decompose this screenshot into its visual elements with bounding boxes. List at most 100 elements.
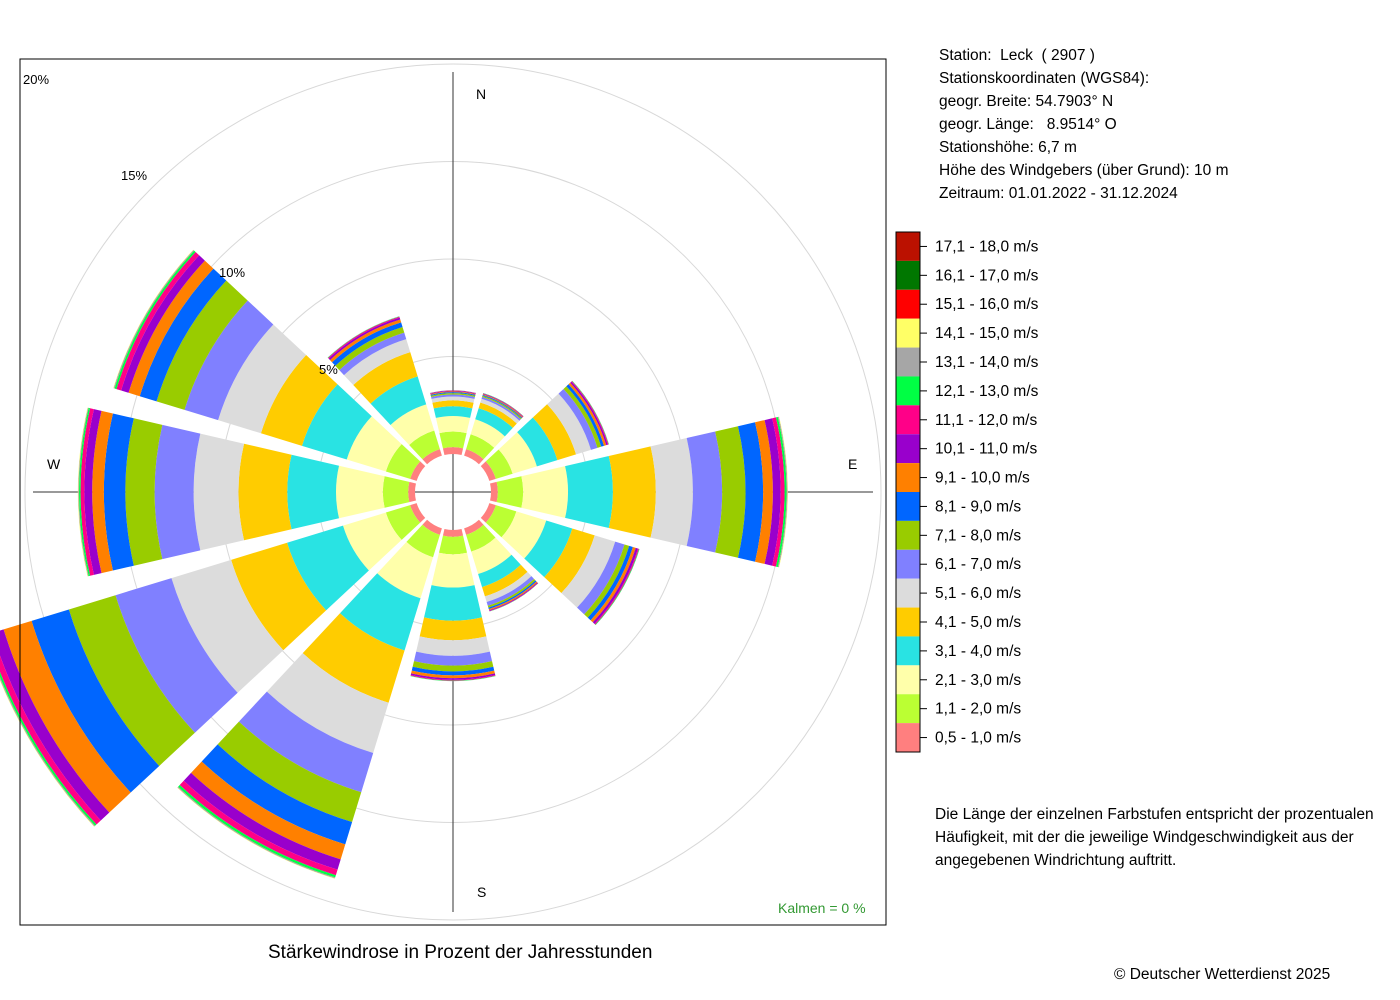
sector-0-class-2	[435, 415, 471, 434]
sector-210-class-0	[422, 519, 442, 535]
sector-270-class-8	[103, 413, 134, 571]
sector-180-class-12	[410, 675, 496, 681]
sector-300-class-11	[116, 251, 200, 391]
sector-210-class-1	[406, 524, 440, 558]
legend-label-6: 6,1 - 7,0 m/s	[935, 556, 1021, 573]
copyright: © Deutscher Wetterdienst 2025	[1114, 966, 1331, 983]
sector-240-class-2	[343, 512, 402, 571]
legend-label-12: 12,1 - 13,0 m/s	[935, 383, 1039, 400]
sector-270-class-11	[80, 408, 94, 576]
sensor-height: Höhe des Windgebers (über Grund): 10 m	[939, 162, 1229, 179]
sector-90-class-1	[496, 476, 524, 508]
legend-swatch-3	[896, 636, 920, 666]
sector-120-class-6	[577, 541, 625, 615]
sector-0-class-11	[430, 390, 476, 394]
sector-240-class-5	[171, 559, 284, 693]
sector-270-class-2	[336, 465, 385, 519]
legend-swatch-7	[896, 520, 920, 550]
sector-30-class-7	[482, 395, 522, 420]
sector-270-class-13	[78, 407, 89, 577]
sector-120-class-0	[480, 503, 496, 523]
sector-300-class-2	[346, 416, 402, 472]
legend-label-15: 15,1 - 16,0 m/s	[935, 296, 1039, 313]
compass-label-n: N	[476, 86, 486, 102]
sector-240-class-7	[68, 595, 195, 766]
station-name: Station: Leck ( 2907 )	[939, 47, 1095, 64]
legend-note: Die Länge der einzelnen Farbstufen entsp…	[935, 806, 1374, 869]
legend-swatch-6	[896, 549, 920, 579]
legend-label-16: 16,1 - 17,0 m/s	[935, 267, 1039, 284]
sector-330-class-5	[343, 339, 411, 386]
legend-label-14: 14,1 - 15,0 m/s	[935, 325, 1039, 342]
legend-swatch-0	[896, 723, 920, 752]
sector-330-class-7	[335, 326, 405, 371]
legend-label-0: 0,5 - 1,0 m/s	[935, 730, 1021, 747]
legend-swatch-12	[896, 376, 920, 406]
sector-180-class-5	[416, 636, 490, 656]
sector-90-class-3	[565, 456, 613, 528]
sector-240-class-10	[0, 629, 110, 821]
legend-label-8: 8,1 - 9,0 m/s	[935, 498, 1021, 515]
sector-210-class-10	[183, 772, 341, 870]
sector-120-class-9	[590, 547, 636, 623]
sector-300-class-5	[218, 324, 307, 434]
legend-label-11: 11,1 - 12,0 m/s	[935, 412, 1037, 429]
legend-label-5: 5,1 - 6,0 m/s	[935, 585, 1021, 602]
sector-90-class-0	[490, 481, 498, 503]
legend-swatch-2	[896, 665, 920, 695]
sector-0-class-9	[430, 391, 476, 395]
radial-tick-label-15: 15%	[121, 168, 147, 183]
sector-90-class-5	[650, 438, 693, 546]
sector-180-class-2	[431, 552, 475, 588]
sector-90-class-11	[772, 417, 785, 567]
sector-210-class-3	[339, 573, 421, 651]
sector-300-class-6	[184, 300, 274, 421]
sector-270-class-10	[84, 409, 102, 575]
sector-30-class-2	[470, 419, 505, 448]
compass-label-s: S	[477, 884, 486, 900]
sector-300-class-8	[139, 268, 227, 402]
sector-210-class-2	[377, 541, 434, 599]
sector-150-class-8	[488, 580, 537, 610]
sector-240-class-3	[287, 525, 369, 611]
legend-label-9: 9,1 - 10,0 m/s	[935, 470, 1030, 487]
sector-120-class-3	[524, 520, 573, 578]
sector-330-class-1	[409, 430, 440, 460]
sector-90-class-7	[715, 426, 746, 558]
time-period: Zeitraum: 01.01.2022 - 31.12.2024	[939, 185, 1178, 202]
sector-90-class-9	[755, 420, 773, 564]
sector-90-class-4	[608, 446, 656, 538]
sector-180-class-6	[413, 651, 493, 666]
sector-210-class-8	[201, 744, 353, 845]
sector-240-class-9	[3, 620, 131, 813]
sector-120-class-7	[584, 544, 630, 618]
sector-150-class-3	[478, 554, 521, 588]
plot-frame	[19, 58, 887, 926]
chart-caption: Stärkewindrose in Prozent der Jahresstun…	[268, 942, 653, 963]
station-longitude: geogr. Länge: 8.9514° O	[939, 116, 1117, 133]
grid-circle-20	[24, 63, 882, 921]
sector-300-class-9	[128, 260, 214, 397]
radial-tick-label-10: 10%	[219, 265, 245, 280]
legend-label-4: 4,1 - 5,0 m/s	[935, 614, 1021, 631]
station-info: Station: Leck ( 2907 ) Stationskoordinat…	[939, 44, 1228, 205]
sector-120-class-8	[587, 545, 633, 621]
wind-rose-sectors	[0, 249, 788, 879]
station-height: Stationshöhe: 6,7 m	[939, 139, 1077, 156]
sector-30-class-4	[478, 402, 517, 428]
sector-60-class-3	[517, 417, 558, 467]
sector-180-class-4	[419, 617, 487, 641]
sector-180-class-7	[412, 661, 494, 672]
sector-270-class-3	[287, 454, 340, 530]
sector-0-class-8	[430, 392, 476, 396]
sector-0-class-0	[442, 447, 464, 455]
sector-60-class-4	[532, 404, 577, 461]
speed-legend: 17,1 - 18,0 m/s 16,1 - 17,0 m/s 15,1 - 16,…	[895, 231, 1039, 753]
sector-90-class-13	[777, 416, 788, 568]
sector-120-class-1	[485, 505, 517, 538]
sector-60-class-0	[480, 461, 496, 481]
sector-180-class-10	[410, 673, 496, 680]
calm-label: Kalmen = 0 %	[778, 900, 866, 916]
sector-0-class-1	[439, 431, 467, 449]
sector-90-class-10	[764, 418, 781, 566]
